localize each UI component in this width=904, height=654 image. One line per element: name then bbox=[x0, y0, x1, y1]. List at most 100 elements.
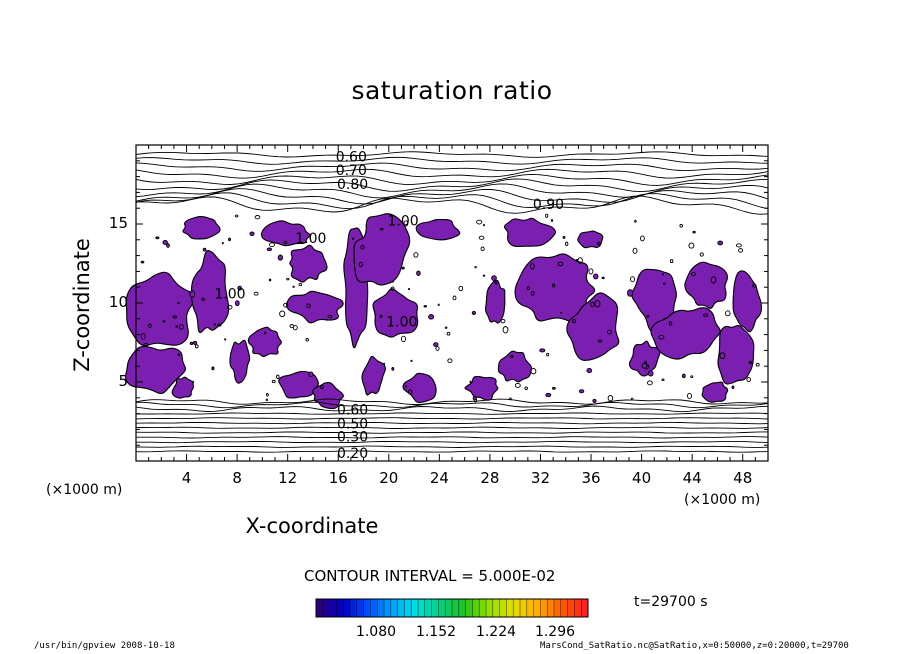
small-contour bbox=[717, 240, 724, 246]
small-contour bbox=[545, 213, 549, 218]
contour-line-lower bbox=[135, 421, 769, 425]
shaded-region bbox=[497, 350, 532, 383]
contour-line-upper bbox=[135, 183, 769, 199]
colorbar-segment bbox=[322, 599, 331, 617]
small-contour bbox=[565, 241, 569, 246]
contour-line-upper bbox=[135, 178, 768, 193]
shaded-region bbox=[566, 292, 620, 361]
small-contour bbox=[162, 240, 168, 245]
x-tick-label: 36 bbox=[581, 469, 601, 487]
colorbar-segment bbox=[513, 599, 521, 617]
shaded-region bbox=[125, 271, 197, 347]
contour-line-upper bbox=[135, 195, 769, 215]
colorbar-tick-label: 1.080 bbox=[355, 624, 397, 640]
small-contour bbox=[562, 235, 566, 239]
colorbar-segment bbox=[363, 599, 371, 617]
x-axis-title: X-coordinate bbox=[245, 514, 379, 538]
footer-left: /usr/bin/gpview 2008-10-18 bbox=[34, 641, 175, 651]
shaded-region bbox=[650, 307, 721, 360]
colorbar-segment bbox=[520, 599, 528, 617]
small-contour bbox=[202, 247, 207, 252]
small-contour bbox=[640, 235, 645, 242]
colorbar-tick-label: 1.224 bbox=[475, 624, 517, 640]
small-contour bbox=[433, 342, 439, 347]
small-contour bbox=[606, 329, 612, 335]
small-contour bbox=[692, 230, 696, 234]
small-contour bbox=[471, 310, 477, 315]
contour-line-lower bbox=[136, 436, 769, 439]
colorbar-segment bbox=[499, 599, 507, 617]
contour-line-lower bbox=[135, 445, 769, 448]
shaded-region bbox=[577, 230, 604, 249]
small-contour bbox=[458, 285, 464, 292]
contour-label-upper: 0.70 bbox=[336, 163, 367, 179]
small-contour bbox=[360, 244, 365, 250]
x-tick-label: 8 bbox=[232, 469, 242, 487]
contour-line-lower bbox=[135, 405, 769, 413]
small-contour bbox=[390, 286, 395, 291]
small-contour bbox=[679, 223, 683, 228]
small-contour bbox=[577, 257, 583, 264]
small-contour bbox=[189, 290, 196, 298]
contour-line-lower bbox=[135, 412, 769, 415]
small-contour bbox=[194, 344, 199, 349]
shaded-region bbox=[717, 324, 755, 385]
x-tick-label: 48 bbox=[733, 469, 753, 487]
contour-line-lower bbox=[136, 426, 769, 429]
small-contour bbox=[663, 282, 666, 285]
contour-line-upper bbox=[135, 168, 769, 179]
contour-label-lower: 0.30 bbox=[337, 429, 368, 445]
shaded-region bbox=[402, 372, 437, 404]
colorbar-segment bbox=[343, 599, 351, 617]
shaded-region bbox=[628, 340, 661, 377]
shaded-region bbox=[732, 270, 762, 333]
colorbar-segment bbox=[574, 599, 582, 617]
small-contour bbox=[416, 270, 421, 276]
small-contour bbox=[172, 315, 177, 319]
shaded-region bbox=[247, 326, 282, 358]
contour-label-lower: 0.20 bbox=[337, 446, 368, 462]
contour-label-upper: 0.60 bbox=[336, 150, 367, 166]
colorbar-segment bbox=[424, 599, 433, 617]
small-contour bbox=[228, 237, 231, 242]
small-contour bbox=[143, 342, 149, 347]
footer-right: MarsCond_SatRatio.nc@SatRatio,x=0:50000,… bbox=[540, 641, 849, 651]
small-contour bbox=[476, 219, 483, 225]
colorbar-segment bbox=[438, 599, 446, 617]
small-contour bbox=[155, 236, 160, 240]
colorbar-segment bbox=[377, 599, 385, 617]
colorbar-segment bbox=[445, 599, 453, 617]
small-contour bbox=[277, 254, 284, 261]
small-contour bbox=[391, 280, 395, 283]
small-contour bbox=[502, 326, 509, 334]
colorbar-segment bbox=[540, 599, 548, 617]
contour-line-upper bbox=[135, 156, 769, 165]
small-contour bbox=[327, 314, 333, 319]
small-contour bbox=[703, 313, 709, 317]
colorbar-segment bbox=[350, 599, 358, 617]
colorbar-segment bbox=[336, 599, 344, 617]
colorbar-segment bbox=[479, 599, 487, 617]
colorbar-segment bbox=[533, 599, 541, 617]
small-contour bbox=[545, 392, 552, 398]
small-contour bbox=[292, 325, 298, 331]
contour-line-upper bbox=[135, 173, 769, 186]
small-contour bbox=[444, 326, 448, 329]
colorbar-segment bbox=[465, 599, 473, 617]
small-contour bbox=[221, 241, 224, 245]
small-contour bbox=[279, 310, 286, 318]
small-contour bbox=[681, 373, 686, 379]
small-contour bbox=[691, 272, 696, 277]
small-contour bbox=[263, 331, 267, 335]
small-contour bbox=[572, 319, 576, 324]
time-label: t=29700 s bbox=[634, 594, 708, 610]
contour-line-upper bbox=[135, 151, 769, 158]
contour-label-upper: 0.80 bbox=[337, 177, 368, 193]
small-contour bbox=[254, 215, 261, 220]
colorbar-tick-label: 1.296 bbox=[534, 624, 576, 640]
small-contour bbox=[646, 315, 650, 318]
small-contour bbox=[491, 275, 497, 281]
colorbar-segment bbox=[384, 599, 392, 617]
x-tick-label: 32 bbox=[530, 469, 551, 487]
small-contour bbox=[305, 338, 309, 342]
